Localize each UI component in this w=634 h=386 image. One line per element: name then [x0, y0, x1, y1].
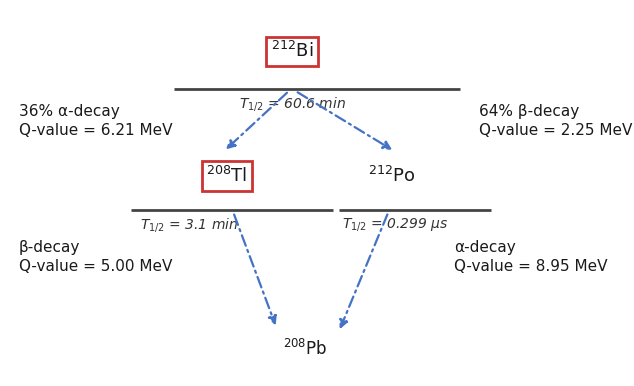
- Text: $T_{1/2}$ = 3.1 min: $T_{1/2}$ = 3.1 min: [140, 216, 238, 234]
- Text: Q-value = 8.95 MeV: Q-value = 8.95 MeV: [454, 259, 607, 274]
- Text: $^{212}$Po: $^{212}$Po: [368, 166, 415, 186]
- Text: Q-value = 2.25 MeV: Q-value = 2.25 MeV: [479, 123, 632, 138]
- Text: $^{212}$Bi: $^{212}$Bi: [271, 41, 313, 61]
- Text: Q-value = 6.21 MeV: Q-value = 6.21 MeV: [19, 123, 172, 138]
- Text: $T_{1/2}$ = 60.6 min: $T_{1/2}$ = 60.6 min: [239, 95, 346, 113]
- Text: $^{208}$Tl: $^{208}$Tl: [206, 166, 247, 186]
- Text: 64% β-decay: 64% β-decay: [479, 104, 579, 119]
- Text: β-decay: β-decay: [19, 240, 80, 256]
- Text: $^{208}$Pb: $^{208}$Pb: [283, 339, 327, 359]
- Text: Q-value = 5.00 MeV: Q-value = 5.00 MeV: [19, 259, 172, 274]
- Text: α-decay: α-decay: [454, 240, 515, 256]
- Text: 36% α-decay: 36% α-decay: [19, 104, 120, 119]
- Text: $T_{1/2}$ = 0.299 μs: $T_{1/2}$ = 0.299 μs: [342, 216, 448, 233]
